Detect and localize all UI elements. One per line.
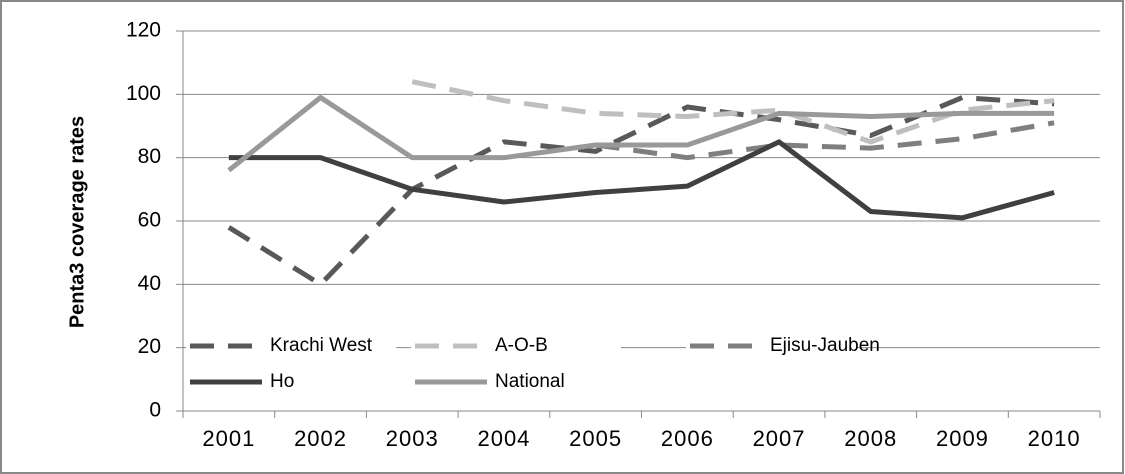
legend-bg — [411, 332, 621, 360]
legend-bg — [186, 332, 396, 360]
x-tick-label: 2008 — [844, 426, 897, 451]
y-tick-label: 40 — [138, 272, 161, 295]
legend-bg — [686, 332, 856, 360]
x-tick-label: 2005 — [569, 426, 622, 451]
y-tick-label: 120 — [126, 19, 161, 42]
x-tick-label: 2009 — [936, 426, 989, 451]
x-tick-label: 2001 — [202, 426, 255, 451]
x-tick-label: 2003 — [386, 426, 439, 451]
legend-label: Krachi West — [270, 335, 373, 356]
x-tick-label: 2007 — [753, 426, 806, 451]
legend-label: Ho — [270, 371, 294, 392]
y-tick-label: 60 — [138, 209, 161, 232]
x-tick-label: 2004 — [477, 426, 530, 451]
x-tick-label: 2010 — [1028, 426, 1081, 451]
y-axis-label: Penta3 coverage rates — [66, 116, 88, 328]
legend-label: Ejisu-Jauben — [770, 335, 880, 356]
y-tick-label: 80 — [138, 145, 161, 168]
x-tick-label: 2006 — [661, 426, 714, 451]
series-line — [228, 139, 1055, 221]
y-tick-label: 0 — [149, 399, 161, 422]
legend-label: A-O-B — [495, 335, 548, 356]
x-tick-label: 2002 — [294, 426, 347, 451]
y-tick-label: 100 — [126, 82, 161, 105]
series-line — [227, 95, 1055, 173]
y-tick-label: 20 — [138, 335, 161, 358]
series-line — [595, 120, 1055, 161]
legend-label: National — [495, 371, 565, 392]
